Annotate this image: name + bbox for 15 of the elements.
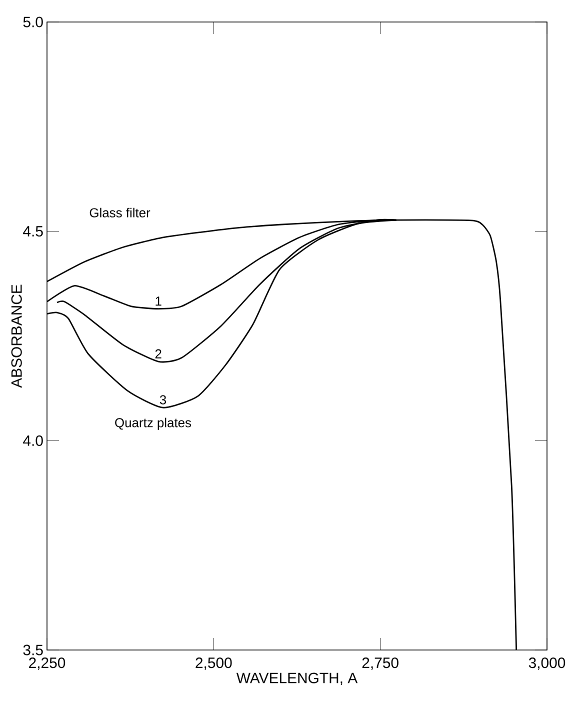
y-tick-label: 5.0: [23, 16, 43, 28]
x-tick-label: 2,500: [196, 658, 232, 670]
x-tick-label: 2,250: [29, 658, 66, 670]
x-tick-label: 3,000: [528, 658, 566, 670]
series-label: 3: [160, 395, 166, 404]
y-tick-label: 4.5: [23, 226, 43, 237]
y-tick-label: 4.0: [23, 435, 43, 446]
y-tick-label: 3.5: [23, 644, 43, 656]
series-label: 1: [156, 296, 162, 306]
x-tick-label: 2,750: [362, 658, 398, 670]
annotation: Quartz plates: [115, 418, 192, 430]
series-label: 2: [155, 349, 162, 358]
series-label: Glass filter: [90, 208, 150, 218]
x-axis-title: WAVELENGTH, A: [236, 672, 358, 686]
y-axis-title: ABSORBANCE: [11, 284, 22, 388]
